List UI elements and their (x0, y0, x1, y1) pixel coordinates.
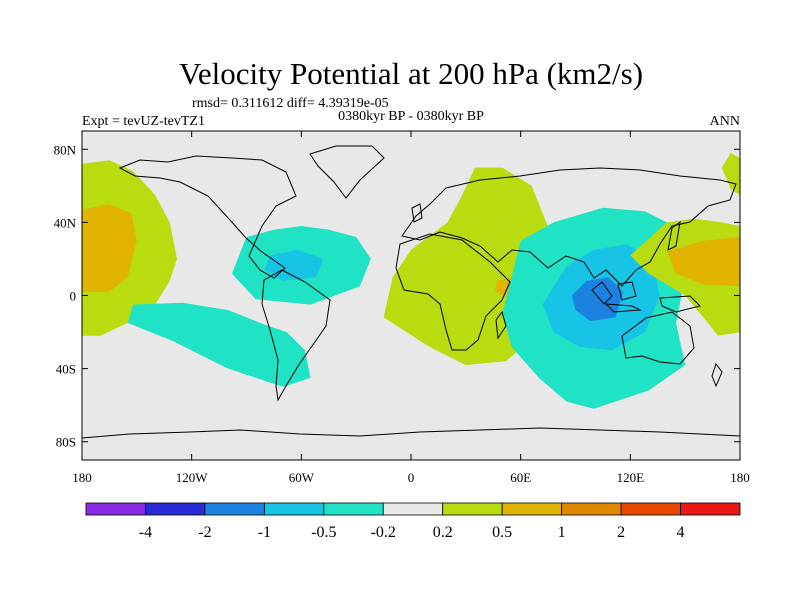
coast-japan (667, 220, 681, 251)
x-tick-label: 60E (510, 470, 531, 485)
colorbar-label: -0.2 (371, 524, 396, 541)
colorbar-label: -1 (258, 524, 271, 541)
x-tick-label: 0 (408, 470, 415, 485)
contour-region-w-pacific-positive-core (666, 237, 740, 287)
coast-uk (411, 203, 423, 223)
colorbar: -4 -2 -1 -0.5 -0.2 0.2 0.5 1 2 4 (85, 502, 741, 541)
coast-africa (395, 233, 511, 351)
x-tick-label: 120E (617, 470, 645, 485)
stats-line: rmsd= 0.311612 diff= 4.39319e-05 (192, 96, 389, 111)
colorbar-swatch (145, 502, 206, 516)
x-axis: 180 120W 60W 0 60E 120E 180 (72, 131, 750, 485)
chart-title: Velocity Potential at 200 hPa (km2/s) (179, 56, 643, 91)
y-axis: 80N 40N 0 40S 80S (54, 142, 740, 450)
colorbar-label: -0.5 (311, 524, 336, 541)
colorbar-label: 1 (558, 524, 566, 541)
colorbar-swatch (85, 502, 146, 516)
coast-new-guinea (659, 295, 701, 313)
colorbar-swatch (680, 502, 741, 516)
experiment-label: Expt = tevUZ-tevTZ1 (82, 114, 205, 129)
coast-new-zealand (711, 362, 723, 388)
y-tick-label: 80N (54, 142, 77, 157)
x-tick-label: 120W (176, 470, 209, 485)
coast-north-america (118, 155, 297, 279)
coast-madagascar (495, 310, 507, 340)
coast-australia (621, 311, 695, 365)
map-plot-area: 180 120W 60W 0 60E 120E 180 80N 40N 0 40S 80S (54, 130, 750, 485)
coast-antarctica (81, 427, 741, 439)
contour-region-indonesia-core (571, 277, 623, 322)
coast-java (604, 303, 642, 313)
colorbar-swatch (561, 502, 622, 516)
y-tick-label: 40N (54, 215, 77, 230)
coastlines (81, 145, 741, 439)
colorbar-label: 0.2 (433, 524, 453, 541)
y-tick-label: 0 (70, 289, 77, 304)
colorbar-swatch (382, 502, 444, 516)
colorbar-swatch (620, 502, 681, 516)
y-tick-label: 80S (56, 435, 76, 450)
colorbar-label: 0.5 (492, 524, 512, 541)
y-tick-label: 40S (56, 362, 76, 377)
season-label: ANN (710, 114, 740, 129)
coast-eurasia (401, 167, 737, 287)
x-tick-label: 180 (730, 470, 750, 485)
colorbar-swatch (263, 502, 325, 516)
colorbar-swatch (323, 502, 384, 516)
period-label: 0380kyr BP - 0380kyr BP (338, 109, 484, 124)
colorbar-swatch (501, 502, 563, 516)
colorbar-swatch (204, 502, 265, 516)
coast-greenland (309, 145, 385, 199)
contour-region-s-america-negative (127, 302, 311, 387)
colorbar-label: -2 (198, 524, 211, 541)
x-tick-label: 60W (289, 470, 315, 485)
coast-borneo (617, 281, 637, 301)
contour-regions (82, 152, 740, 409)
coast-sumatra (591, 281, 613, 305)
colorbar-swatch (442, 502, 503, 516)
colorbar-label: 2 (617, 524, 625, 541)
coast-south-america (261, 269, 331, 402)
colorbar-label: -4 (139, 524, 152, 541)
contour-region-n-pacific-positive-core (82, 204, 137, 292)
colorbar-label: 4 (677, 524, 685, 541)
x-tick-label: 180 (72, 470, 92, 485)
